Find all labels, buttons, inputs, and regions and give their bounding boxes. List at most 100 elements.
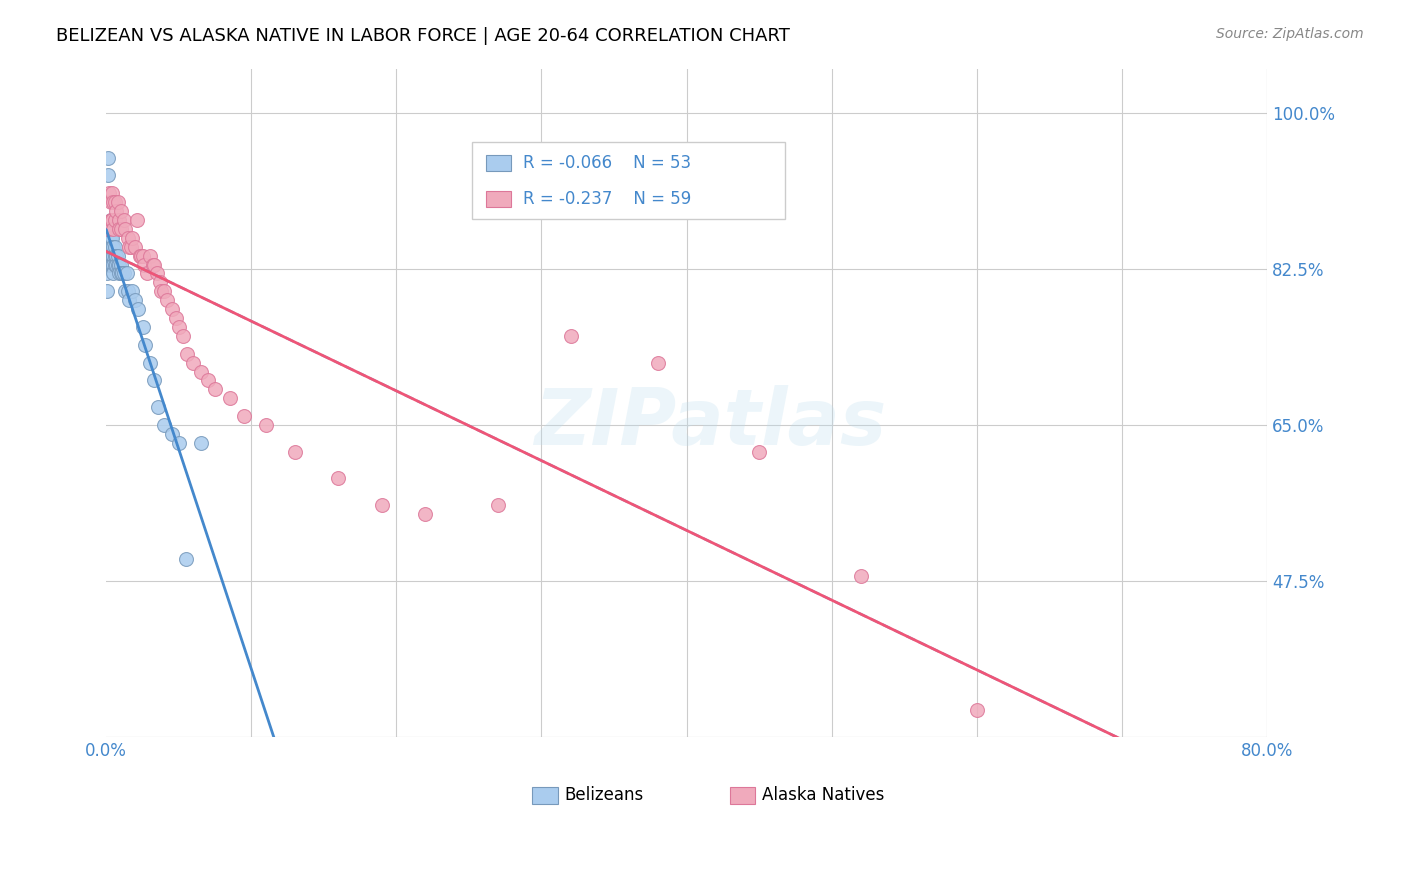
Point: [190, 435, 212, 450]
Point: [156, 293, 179, 308]
Point: [167, 435, 190, 450]
Point: [143, 258, 166, 272]
Point: [110, 204, 132, 219]
FancyBboxPatch shape: [472, 142, 785, 219]
Text: BELIZEAN VS ALASKA NATIVE IN LABOR FORCE | AGE 20-64 CORRELATION CHART: BELIZEAN VS ALASKA NATIVE IN LABOR FORCE…: [56, 27, 790, 45]
Text: R = -0.237    N = 59: R = -0.237 N = 59: [523, 190, 692, 209]
Point: [97, 249, 120, 263]
Point: [117, 231, 139, 245]
Point: [121, 285, 143, 299]
Point: [103, 249, 125, 263]
Point: [105, 204, 128, 219]
Point: [176, 347, 198, 361]
FancyBboxPatch shape: [486, 191, 512, 207]
Point: [139, 249, 162, 263]
Point: [134, 338, 156, 352]
Point: [98, 240, 121, 254]
Point: [103, 222, 125, 236]
Point: [117, 285, 139, 299]
Point: [160, 426, 183, 441]
Point: [104, 240, 127, 254]
Point: [131, 249, 153, 263]
Point: [110, 267, 132, 281]
Point: [143, 373, 166, 387]
Text: Source: ZipAtlas.com: Source: ZipAtlas.com: [1216, 27, 1364, 41]
Text: Alaska Natives: Alaska Natives: [762, 786, 884, 804]
Point: [371, 498, 394, 512]
Point: [966, 703, 988, 717]
Point: [98, 258, 121, 272]
Point: [218, 391, 240, 405]
Point: [647, 356, 669, 370]
Point: [101, 258, 124, 272]
Point: [100, 213, 122, 227]
Point: [97, 222, 120, 236]
Point: [165, 311, 187, 326]
Point: [233, 409, 256, 423]
Point: [100, 240, 122, 254]
Point: [108, 267, 131, 281]
Point: [190, 364, 212, 378]
Point: [153, 417, 176, 432]
Point: [107, 258, 129, 272]
Text: ZIPatlas: ZIPatlas: [534, 384, 886, 461]
Point: [100, 231, 122, 245]
Point: [124, 240, 146, 254]
Point: [101, 213, 124, 227]
Point: [101, 186, 124, 201]
Point: [96, 267, 118, 281]
Point: [104, 258, 127, 272]
Point: [128, 249, 150, 263]
Point: [415, 507, 437, 521]
Point: [146, 267, 169, 281]
Point: [142, 258, 165, 272]
Point: [115, 267, 138, 281]
Point: [284, 444, 307, 458]
Point: [98, 231, 121, 245]
Point: [101, 249, 124, 263]
Point: [120, 240, 142, 254]
Point: [104, 213, 127, 227]
Point: [486, 498, 509, 512]
Point: [135, 267, 157, 281]
Point: [132, 258, 155, 272]
Point: [96, 285, 118, 299]
Point: [124, 293, 146, 308]
Point: [204, 382, 226, 396]
Point: [112, 213, 135, 227]
Point: [121, 231, 143, 245]
Point: [118, 240, 141, 254]
Point: [148, 400, 170, 414]
Point: [107, 195, 129, 210]
Point: [100, 222, 122, 236]
FancyBboxPatch shape: [533, 787, 558, 804]
Point: [104, 249, 127, 263]
Point: [114, 285, 136, 299]
Point: [328, 471, 350, 485]
Point: [97, 169, 120, 183]
Point: [108, 222, 131, 236]
Point: [105, 258, 128, 272]
Point: [153, 285, 176, 299]
Point: [174, 551, 197, 566]
Point: [149, 276, 172, 290]
Point: [97, 151, 120, 165]
Point: [110, 222, 132, 236]
Point: [172, 329, 194, 343]
Point: [114, 222, 136, 236]
Point: [103, 258, 125, 272]
Point: [118, 293, 141, 308]
FancyBboxPatch shape: [730, 787, 755, 804]
Point: [108, 258, 131, 272]
Point: [167, 320, 190, 334]
Point: [131, 320, 153, 334]
Point: [103, 195, 125, 210]
Point: [560, 329, 582, 343]
Point: [100, 249, 122, 263]
Point: [181, 356, 204, 370]
Text: Belizeans: Belizeans: [565, 786, 644, 804]
Point: [112, 267, 135, 281]
Point: [849, 569, 872, 583]
Point: [100, 195, 122, 210]
Point: [160, 302, 183, 317]
